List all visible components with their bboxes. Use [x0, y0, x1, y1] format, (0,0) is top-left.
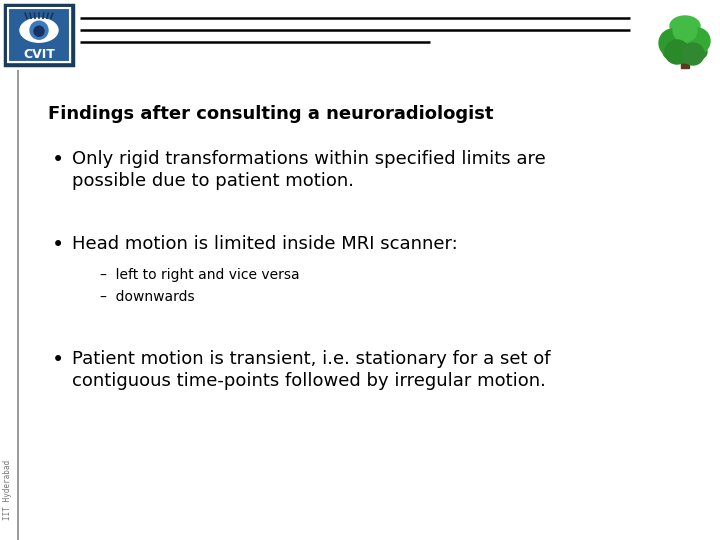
Text: –  left to right and vice versa: – left to right and vice versa [100, 268, 300, 282]
Circle shape [665, 40, 689, 64]
Circle shape [659, 29, 687, 57]
Text: •: • [52, 350, 64, 370]
Text: Findings after consulting a neuroradiologist: Findings after consulting a neuroradiolo… [48, 105, 493, 123]
FancyBboxPatch shape [681, 56, 689, 68]
Text: Patient motion is transient, i.e. stationary for a set of: Patient motion is transient, i.e. statio… [72, 350, 551, 368]
FancyBboxPatch shape [8, 8, 70, 62]
Text: possible due to patient motion.: possible due to patient motion. [72, 172, 354, 190]
Circle shape [684, 28, 710, 54]
Text: –  downwards: – downwards [100, 290, 194, 304]
Ellipse shape [20, 18, 58, 42]
Circle shape [673, 18, 697, 42]
Text: Head motion is limited inside MRI scanner:: Head motion is limited inside MRI scanne… [72, 235, 458, 253]
FancyBboxPatch shape [5, 5, 73, 65]
Text: contiguous time-points followed by irregular motion.: contiguous time-points followed by irreg… [72, 372, 546, 390]
Circle shape [682, 43, 704, 65]
Text: Only rigid transformations within specified limits are: Only rigid transformations within specif… [72, 150, 546, 168]
Text: •: • [52, 150, 64, 170]
Circle shape [34, 26, 44, 36]
Ellipse shape [670, 16, 700, 36]
Text: CVIT: CVIT [23, 49, 55, 62]
Ellipse shape [663, 41, 707, 63]
Text: IIT Hyderabad: IIT Hyderabad [4, 460, 12, 520]
Circle shape [30, 21, 48, 39]
Text: •: • [52, 235, 64, 255]
Ellipse shape [666, 27, 704, 49]
